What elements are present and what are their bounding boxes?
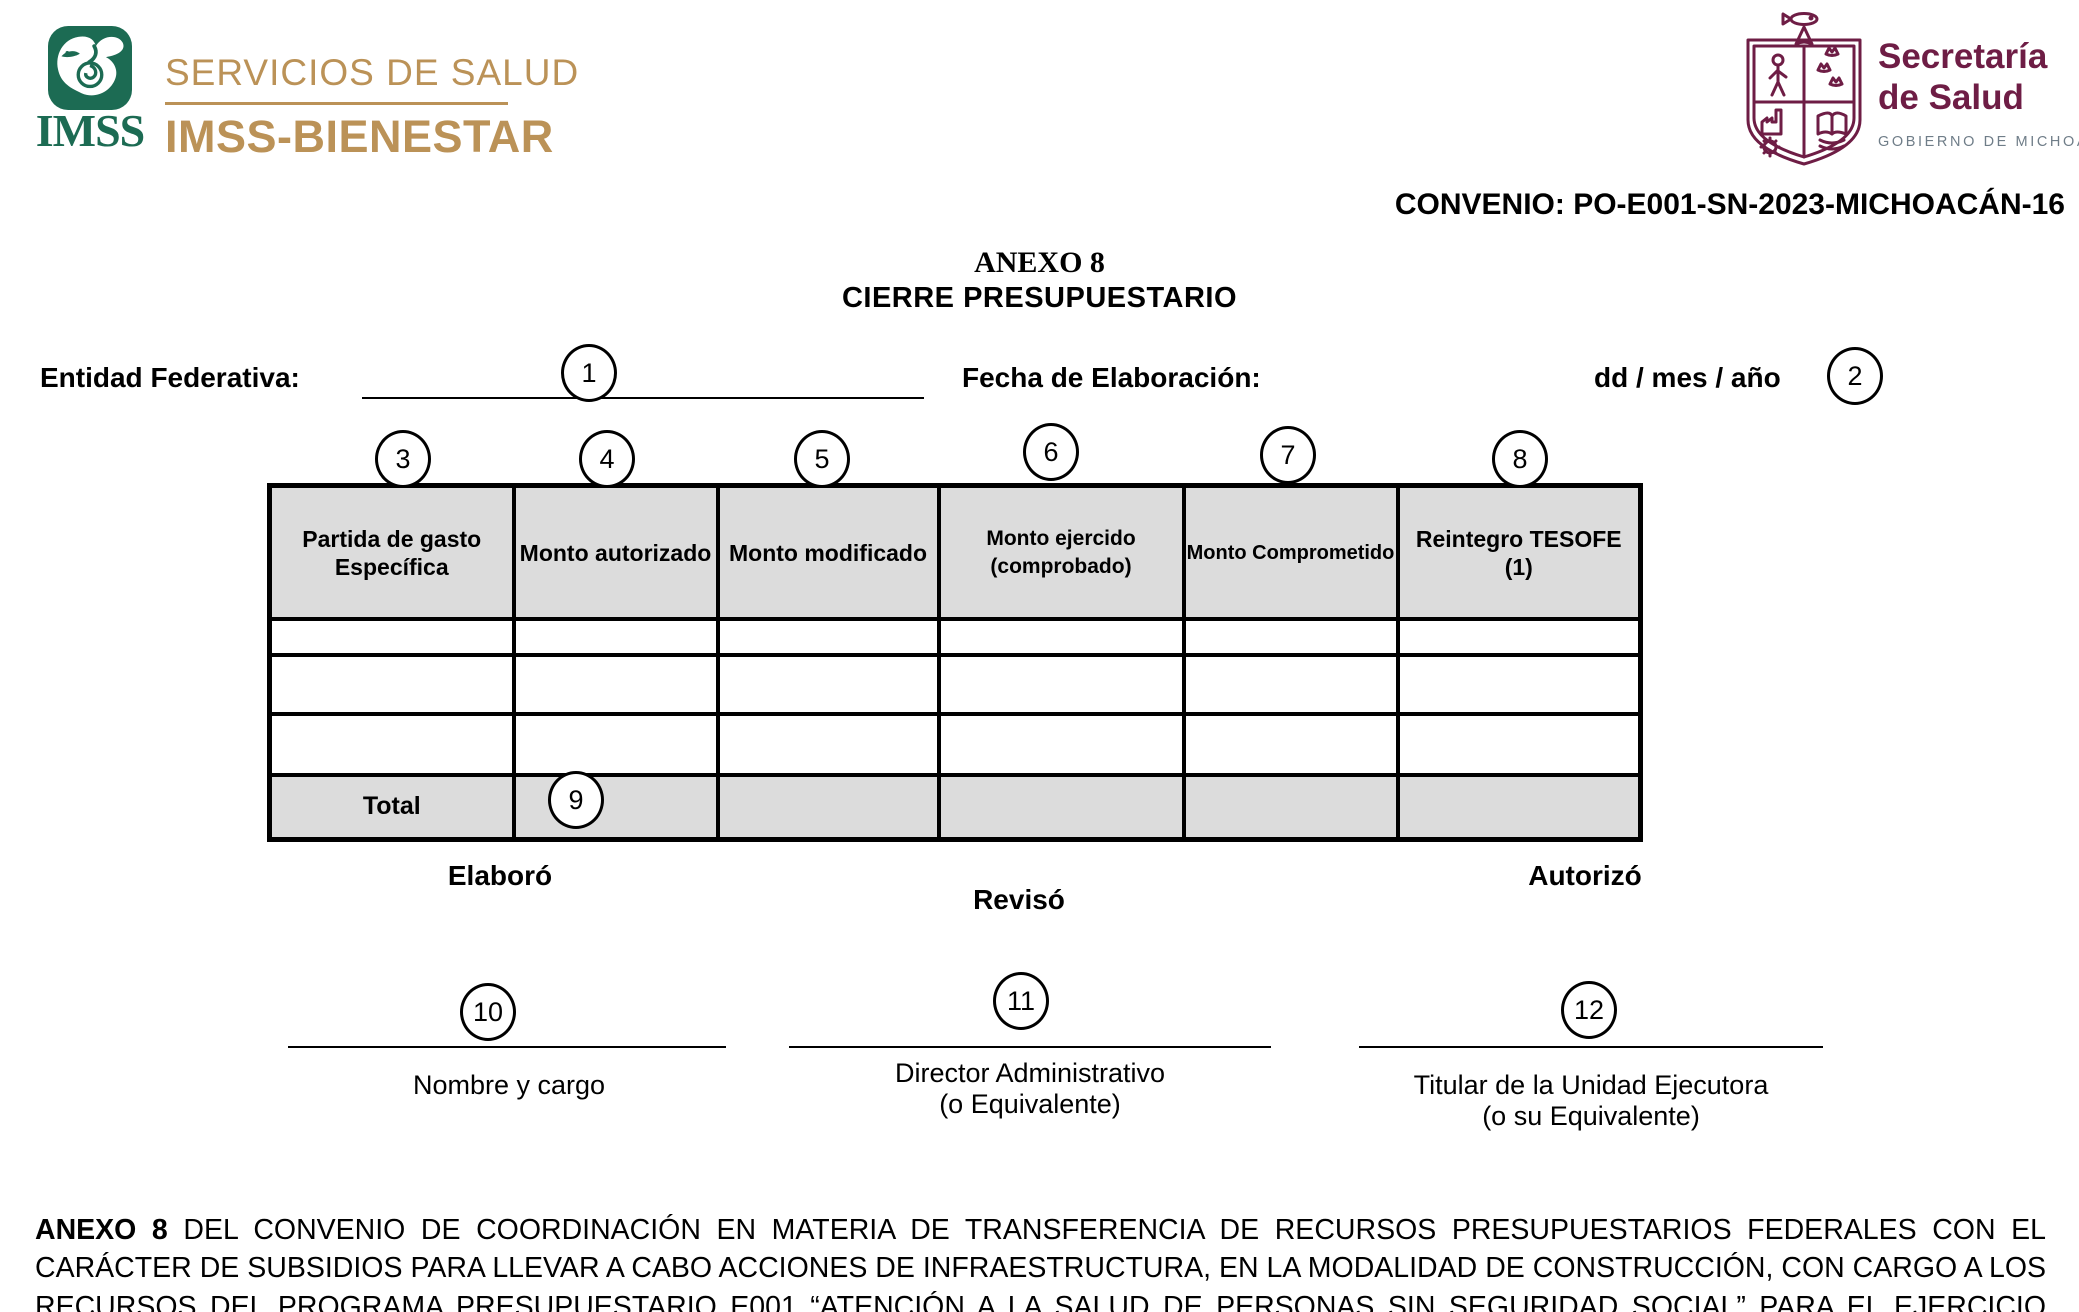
secretaria-salud-lockup: Secretaría de Salud GOBIERNO DE MICHOACÁ… — [1878, 36, 2079, 150]
imss-logo-icon — [48, 26, 132, 110]
empty-cell — [715, 617, 941, 657]
secretaria-line2: de Salud — [1878, 78, 2024, 117]
fecha-elaboracion-label: Fecha de Elaboración: — [962, 362, 1261, 393]
empty-cell — [1181, 712, 1400, 777]
legal-paragraph: ANEXO 8 DEL CONVENIO DE COORDINACIÓN EN … — [35, 1211, 2046, 1312]
ref-circle-6: 6 — [1023, 423, 1079, 481]
ref-circle-8: 8 — [1492, 430, 1548, 488]
secretaria-line1: Secretaría — [1878, 37, 2048, 76]
empty-cell — [1181, 617, 1400, 657]
imss-bienestar-lockup: SERVICIOS DE SALUD IMSS-BIENESTAR — [165, 52, 579, 163]
ref-circle-4: 4 — [579, 430, 635, 488]
ref-circle-2: 2 — [1827, 347, 1883, 405]
empty-cell — [1395, 617, 1643, 657]
table-header-row: Partida de gasto Específica Monto autori… — [267, 483, 1643, 621]
legal-paragraph-body: DEL CONVENIO DE COORDINACIÓN EN MATERIA … — [35, 1213, 2046, 1312]
entidad-federativa-blank — [362, 397, 924, 399]
reviso-heading: Revisó — [973, 884, 1065, 915]
empty-cell — [715, 653, 941, 716]
imss-wordmark: IMSS — [35, 105, 145, 156]
fecha-format-hint: dd / mes / año — [1594, 362, 1781, 393]
table-row — [267, 712, 1643, 777]
empty-cell — [267, 712, 516, 777]
elaboro-signature-line — [288, 1046, 726, 1048]
empty-cell — [1395, 712, 1643, 777]
document-title: ANEXO 8 CIERRE PRESUPUESTARIO — [0, 246, 2079, 315]
ref-circle-7: 7 — [1260, 426, 1316, 484]
table-row — [267, 653, 1643, 716]
elaboro-caption: Nombre y cargo — [412, 1070, 606, 1100]
elaboro-heading: Elaboró — [447, 860, 553, 891]
autorizo-signature-line — [1359, 1046, 1823, 1048]
gold-divider — [165, 102, 508, 105]
col-monto-comprometido: Monto Comprometido — [1181, 483, 1400, 621]
ref-circle-5: 5 — [794, 430, 850, 488]
reviso-signature-line — [789, 1046, 1271, 1048]
empty-cell — [936, 617, 1186, 657]
col-partida-gasto: Partida de gasto Específica — [267, 483, 516, 621]
empty-cell — [511, 653, 720, 716]
empty-cell — [1181, 773, 1400, 841]
col-monto-ejercido: Monto ejercido (comprobado) — [936, 483, 1186, 621]
gobierno-michoacan-text: GOBIERNO DE MICHOACÁN — [1878, 134, 2079, 150]
empty-cell — [936, 773, 1186, 841]
col-monto-autorizado: Monto autorizado — [511, 483, 720, 621]
col-reintegro-tesofe: Reintegro TESOFE (1) — [1395, 483, 1643, 621]
ref-circle-11: 11 — [993, 972, 1049, 1030]
cierre-subtitle: CIERRE PRESUPUESTARIO — [841, 282, 1238, 314]
convenio-number: CONVENIO: PO-E001-SN-2023-MICHOACÁN-16 — [1394, 188, 2065, 221]
servicios-de-salud-text: SERVICIOS DE SALUD — [165, 52, 580, 93]
empty-cell — [715, 712, 941, 777]
ref-circle-12: 12 — [1561, 981, 1617, 1039]
col-monto-modificado: Monto modificado — [715, 483, 941, 621]
entidad-federativa-label: Entidad Federativa: — [40, 362, 300, 393]
legal-paragraph-bold-prefix: ANEXO 8 — [35, 1213, 168, 1246]
empty-cell — [1395, 773, 1643, 841]
total-amount-cell — [511, 773, 720, 841]
table-row — [267, 617, 1643, 657]
empty-cell — [936, 712, 1186, 777]
empty-cell — [511, 712, 720, 777]
empty-cell — [936, 653, 1186, 716]
ref-circle-9: 9 — [548, 771, 604, 829]
empty-cell — [267, 617, 516, 657]
imss-bienestar-text: IMSS-BIENESTAR — [165, 111, 554, 162]
empty-cell — [511, 617, 720, 657]
budget-table: Partida de gasto Específica Monto autori… — [267, 483, 1643, 842]
total-label: Total — [267, 773, 516, 841]
empty-cell — [267, 653, 516, 716]
autorizo-heading: Autorizó — [1528, 860, 1642, 891]
empty-cell — [715, 773, 941, 841]
michoacan-shield-icon — [1742, 10, 1866, 168]
ref-circle-3: 3 — [375, 430, 431, 488]
autorizo-caption: Titular de la Unidad Ejecutora (o su Equ… — [1413, 1070, 1769, 1131]
ref-circle-1: 1 — [561, 344, 617, 402]
anexo-title: ANEXO 8 — [974, 246, 1105, 279]
secretaria-salud-text: Secretaría de Salud — [1878, 36, 2079, 118]
table-total-row: Total — [267, 773, 1643, 841]
empty-cell — [1395, 653, 1643, 716]
reviso-caption: Director Administrativo (o Equivalente) — [894, 1058, 1166, 1119]
ref-circle-10: 10 — [460, 983, 516, 1041]
empty-cell — [1181, 653, 1400, 716]
